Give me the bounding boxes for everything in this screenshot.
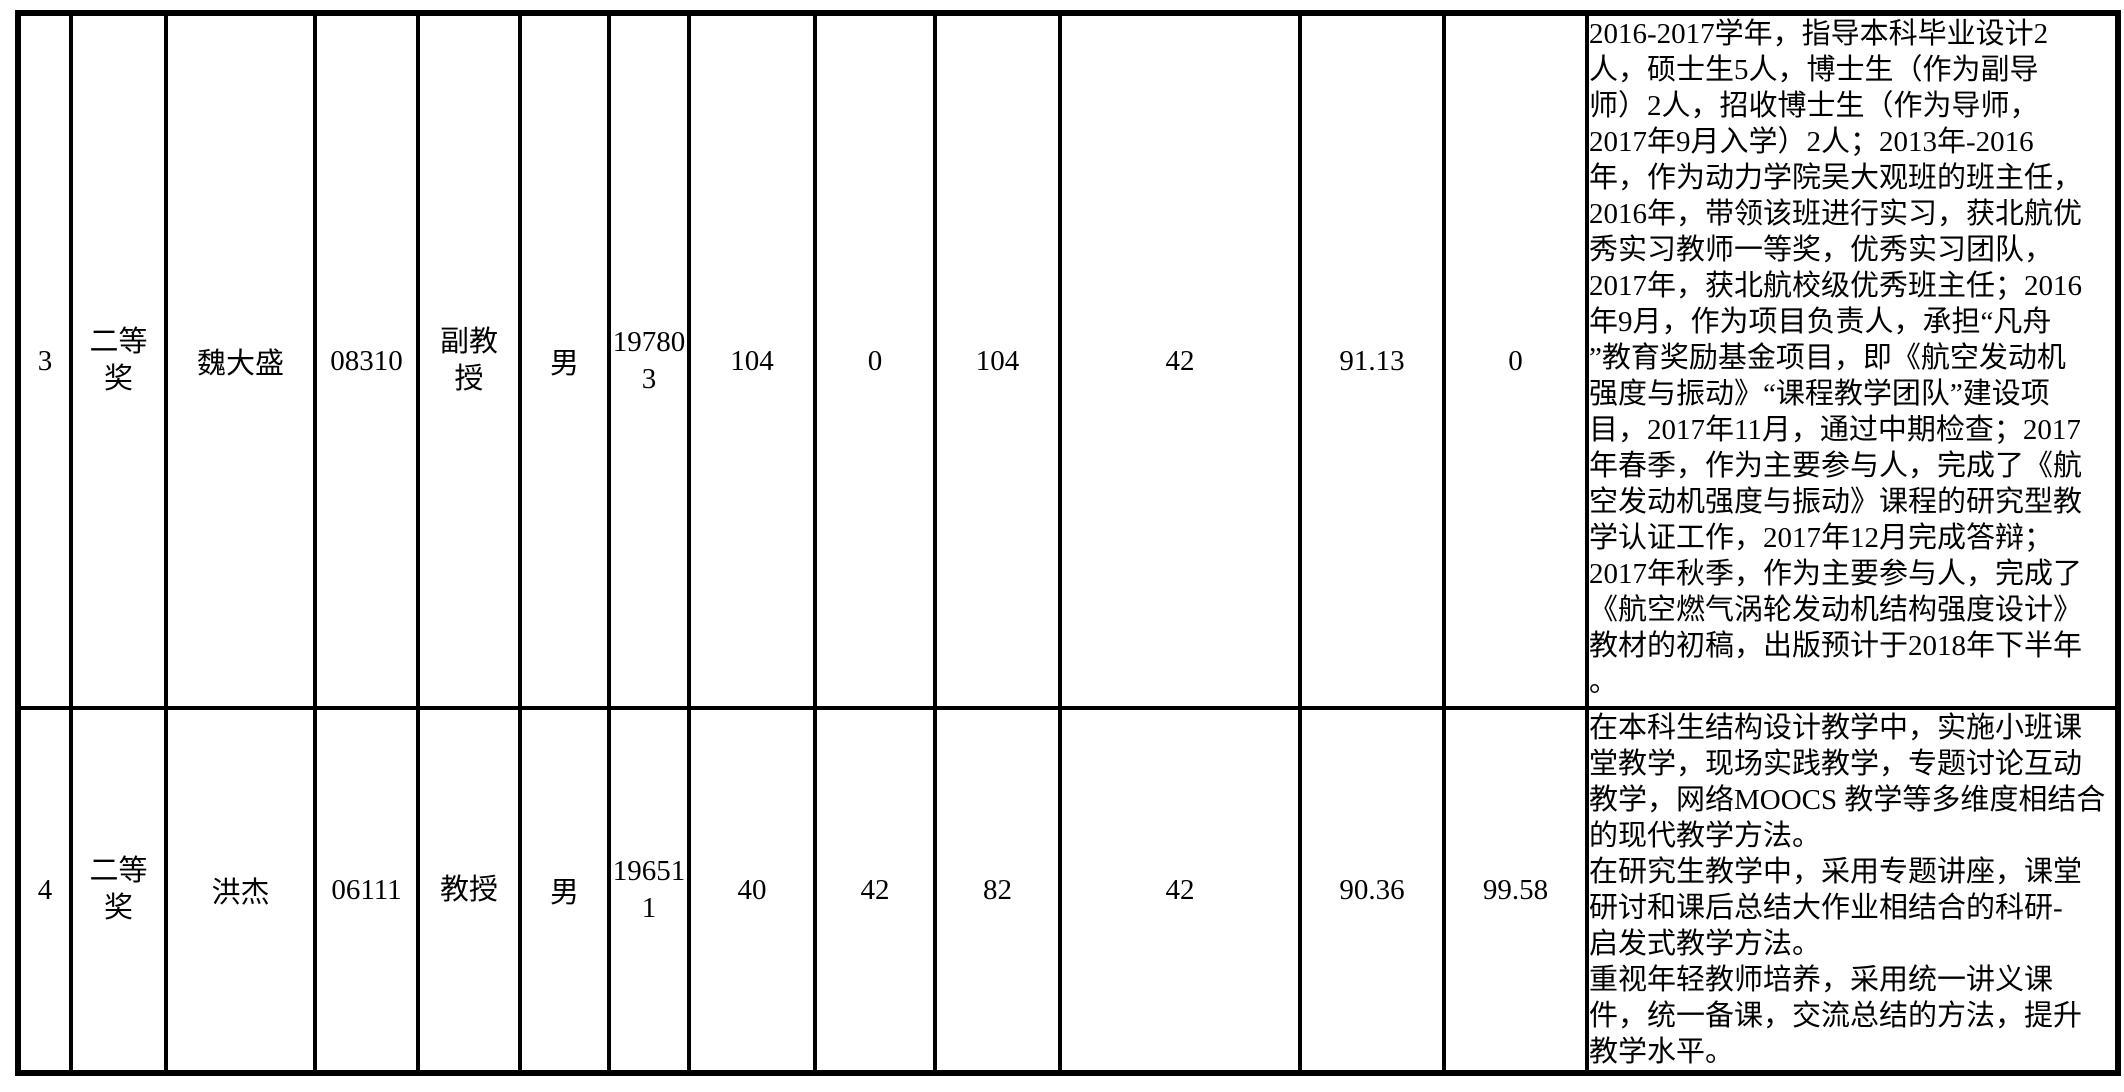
text-line: 强度与振动》“课程教学团队”建设项 — [1589, 378, 2050, 410]
text-line: 2017年9月入学）2人；2013年-2016 — [1589, 126, 2034, 158]
text-line: 2016年，带领该班进行实习，获北航优 — [1589, 198, 2083, 230]
text-line: 19651 — [612, 855, 686, 887]
text-line: 2017年秋季，作为主要参与人，完成了 — [1589, 558, 2083, 590]
cell-teacher-id: 08310 — [313, 11, 420, 710]
teacher-award-table: 3 二等奖 魏大盛 08310 副教授 男 19780 3 104 0 104 4… — [15, 10, 2121, 1076]
cell-birth-date: 19780 3 — [607, 11, 691, 710]
text-line: 的现代教学方法。 — [1589, 820, 1822, 852]
text-line: 奖 — [103, 363, 133, 395]
text-line: 年9月，作为项目负责人，承担“凡舟 — [1589, 306, 2052, 338]
text-line: 年春季，作为主要参与人，完成了《航 — [1589, 450, 2083, 482]
text-line: 重视年轻教师培养，采用统一讲义课 — [1589, 964, 2054, 996]
text-line: 二等 — [89, 855, 148, 887]
text-line: 启发式教学方法。 — [1589, 928, 1822, 960]
table-row: 3 二等奖 魏大盛 08310 副教授 男 19780 3 104 0 104 4… — [16, 11, 2120, 710]
text-line: 奖 — [103, 892, 133, 924]
cell-award-level: 二等奖 — [69, 706, 168, 1075]
text-line: 在本科生结构设计教学中，实施小班课 — [1589, 712, 2083, 744]
text-line: 在研究生教学中，采用专题讲座，课堂 — [1589, 856, 2083, 888]
cell-title: 副教授 — [416, 11, 522, 710]
cell-value-6: 0 — [1442, 11, 1589, 710]
text-line: 教学水平。 — [1589, 1036, 1735, 1068]
cell-teacher-name: 魏大盛 — [164, 11, 317, 710]
cell-row-number: 4 — [16, 706, 73, 1075]
cell-birth-date: 19651 1 — [607, 706, 691, 1075]
cell-title: 教授 — [416, 706, 522, 1075]
text-line: 师）2人，招收博士生（作为导师， — [1589, 90, 2039, 122]
text-line: 件，统一备课，交流总结的方法，提升 — [1589, 1000, 2083, 1032]
cell-value-1: 104 — [687, 11, 817, 710]
cell-value-5: 90.36 — [1298, 706, 1446, 1075]
cell-value-5: 91.13 — [1298, 11, 1446, 710]
text-line: 堂教学，现场实践教学，专题讨论互动 — [1589, 748, 2083, 780]
cell-description: 2016-2017学年，指导本科毕业设计2 人，硕士生5人，博士生（作为副导 师）2… — [1585, 11, 2120, 710]
text-line: 教授 — [439, 873, 498, 906]
cell-value-3: 104 — [933, 11, 1062, 710]
text-line: 2016-2017学年，指导本科毕业设计2 — [1589, 18, 2049, 50]
cell-award-level: 二等奖 — [69, 11, 168, 710]
text-line: 3 — [641, 363, 657, 395]
cell-gender: 男 — [518, 11, 611, 710]
text-line: 教学，网络MOOCS 教学等多维度相结合 — [1589, 784, 2106, 816]
text-line: 。 — [1589, 666, 1619, 698]
text-line: 学认证工作，2017年12月完成答辩； — [1589, 522, 2054, 554]
cell-row-number: 3 — [16, 11, 73, 710]
text-line: 《航空燃气涡轮发动机结构强度设计》 — [1589, 594, 2083, 626]
text-line: 目，2017年11月，通过中期检查；2017 — [1589, 414, 2081, 446]
text-line: 二等 — [89, 326, 148, 358]
text-line: 空发动机强度与振动》课程的研究型教 — [1589, 486, 2083, 518]
text-line: 1 — [641, 892, 657, 924]
text-line: 2017年，获北航校级优秀班主任；2016 — [1589, 270, 2083, 302]
text-line: 副教 — [439, 326, 498, 358]
cell-value-4: 42 — [1058, 706, 1302, 1075]
table-row: 4 二等奖 洪杰 06111 教授 男 19651 1 40 42 82 42 9… — [16, 706, 2120, 1075]
cell-value-1: 40 — [687, 706, 817, 1075]
text-line: 研讨和课后总结大作业相结合的科研- — [1589, 892, 2063, 924]
cell-value-3: 82 — [933, 706, 1062, 1075]
text-line: 人，硕士生5人，博士生（作为副导 — [1589, 54, 2039, 86]
text-line: ”教育奖励基金项目，即《航空发动机 — [1589, 342, 2066, 374]
text-line: 教材的初稿，出版预计于2018年下半年 — [1589, 630, 2083, 662]
cell-teacher-name: 洪杰 — [164, 706, 317, 1075]
cell-teacher-id: 06111 — [313, 706, 420, 1075]
cell-gender: 男 — [518, 706, 611, 1075]
cell-value-6: 99.58 — [1442, 706, 1589, 1075]
text-line: 秀实习教师一等奖，优秀实习团队， — [1589, 234, 2054, 266]
cell-value-4: 42 — [1058, 11, 1302, 710]
text-line: 授 — [454, 363, 484, 395]
cell-value-2: 42 — [813, 706, 937, 1075]
text-line: 19780 — [612, 326, 686, 358]
cell-description: 在本科生结构设计教学中，实施小班课 堂教学，现场实践教学，专题讨论互动 教学，网络M… — [1585, 706, 2120, 1075]
cell-value-2: 0 — [813, 11, 937, 710]
text-line: 年，作为动力学院吴大观班的班主任， — [1589, 162, 2083, 194]
